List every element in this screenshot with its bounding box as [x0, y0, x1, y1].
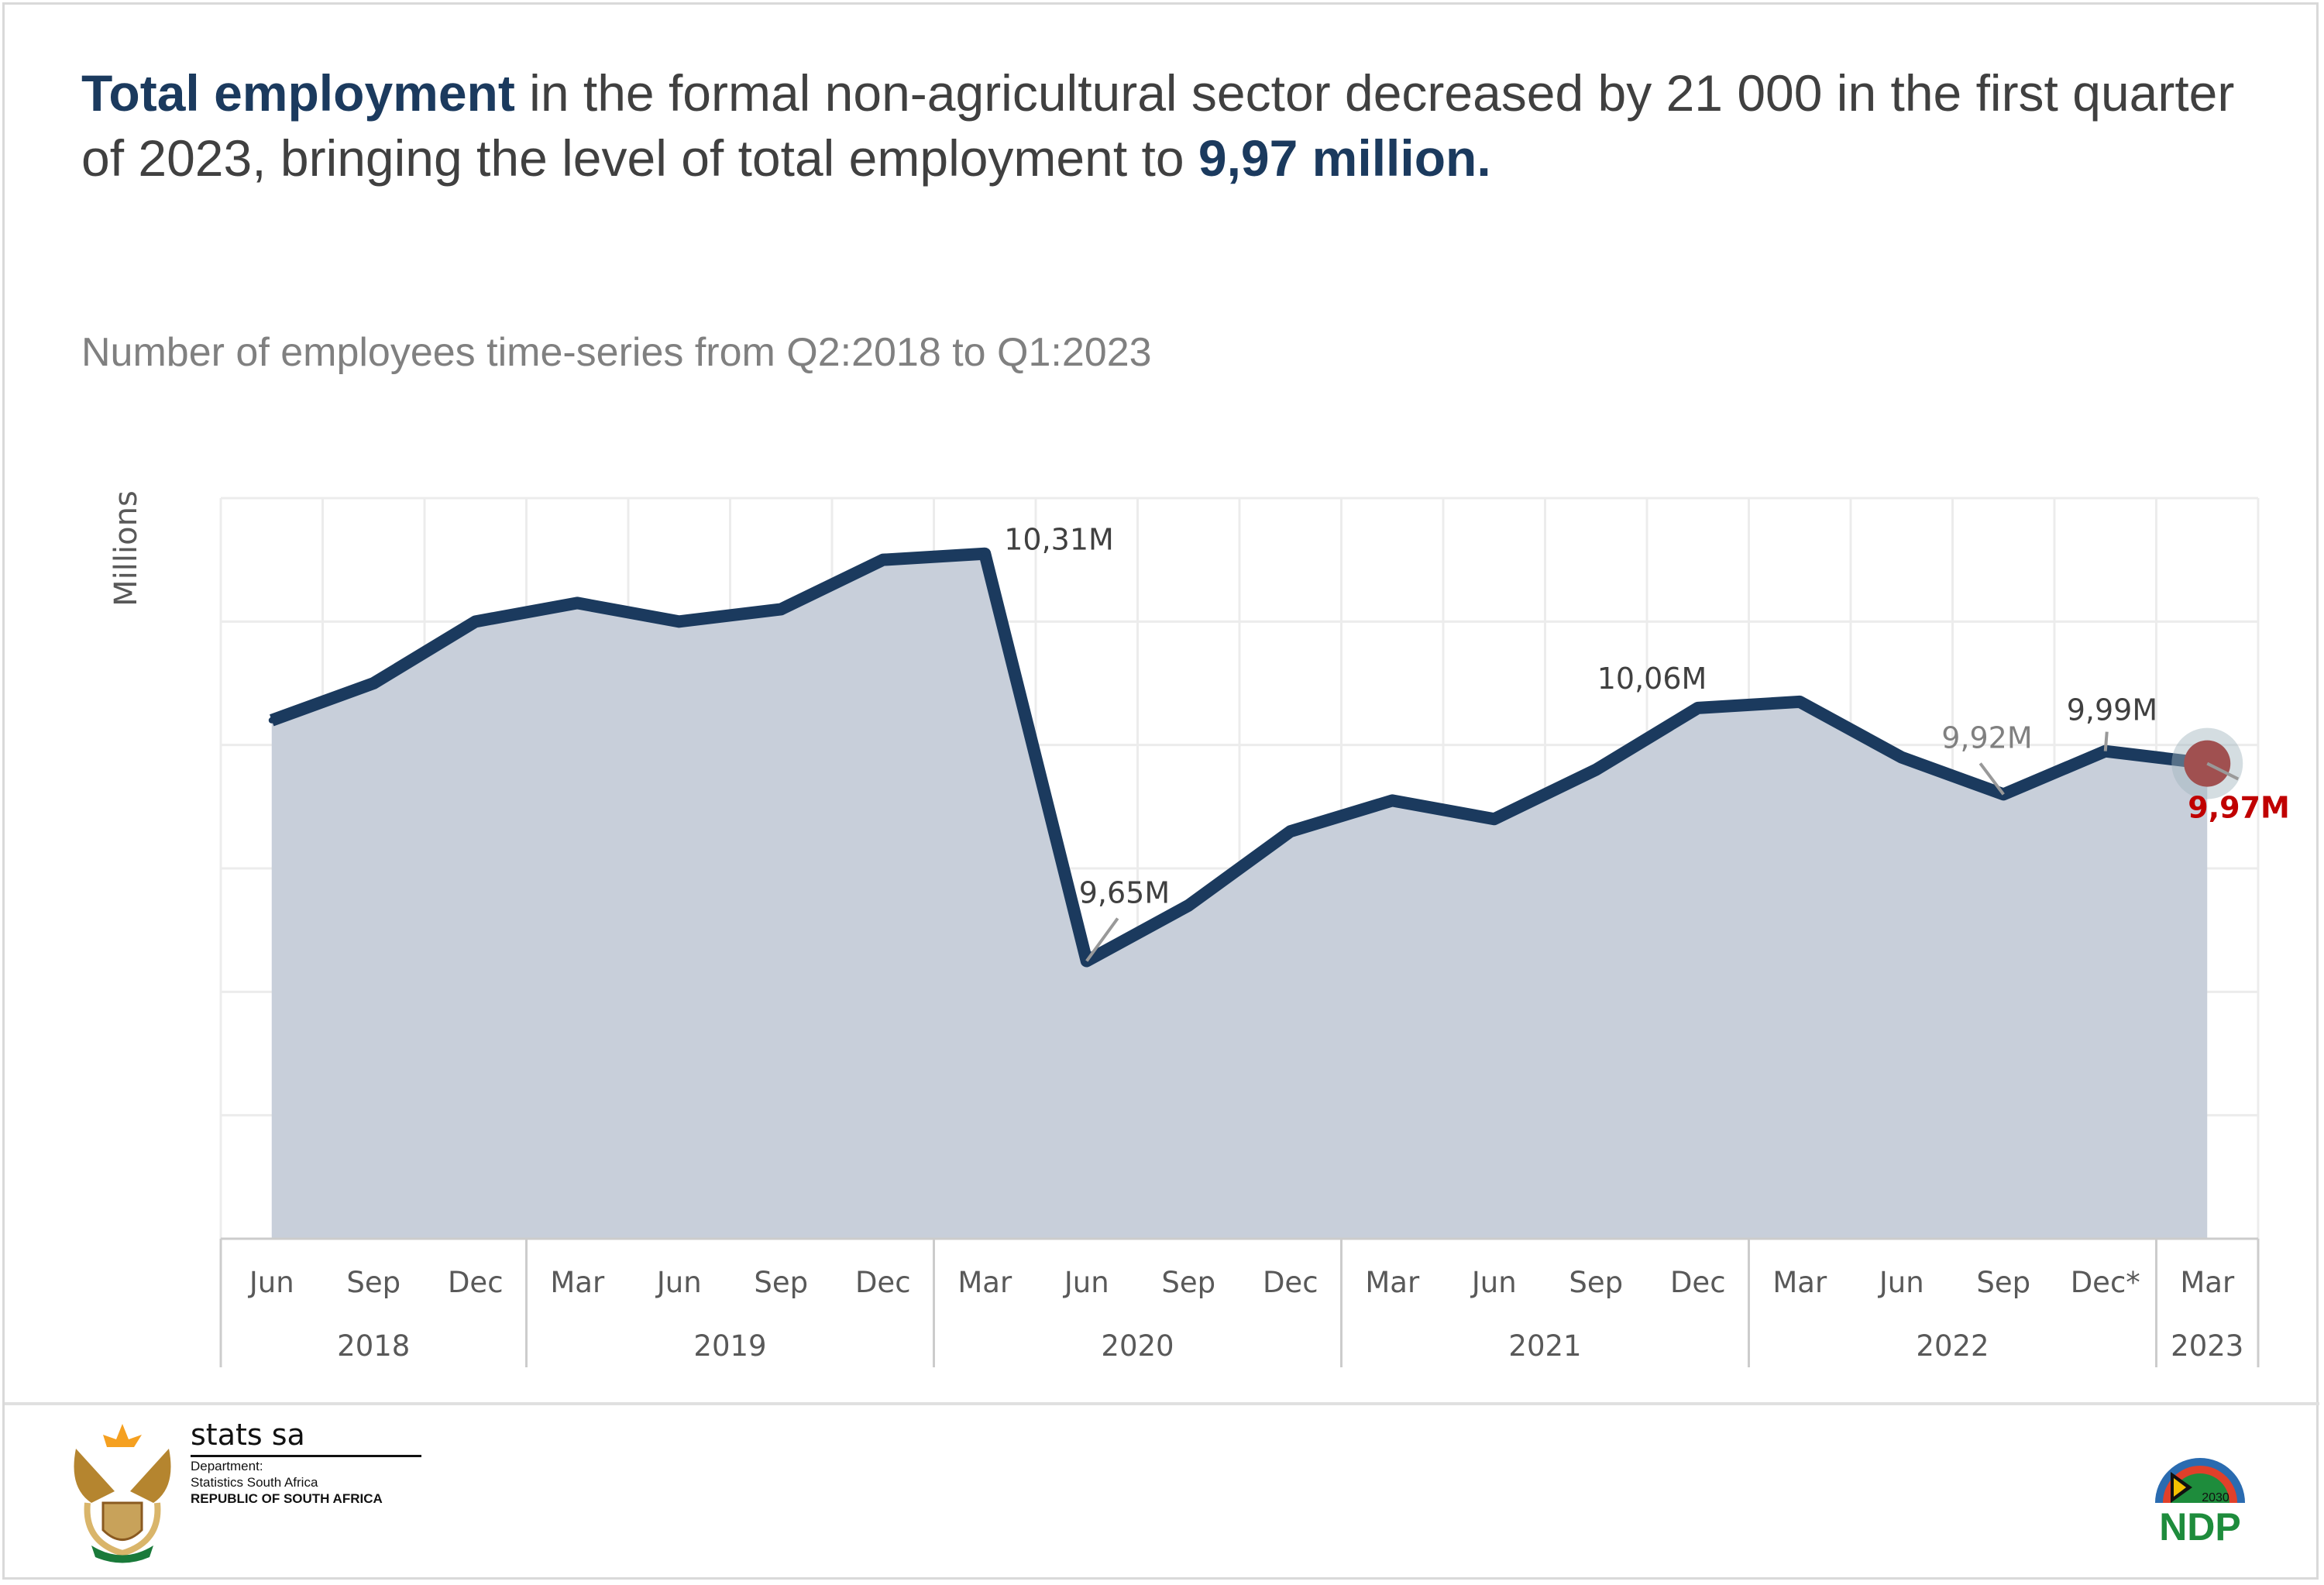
logo-text: Department: Statistics South Africa REPU…: [191, 1458, 383, 1507]
x-tick-label: Jun: [1878, 1266, 1924, 1299]
area-fill: [271, 553, 2208, 1239]
annotation-leader: [2206, 762, 2240, 781]
x-tick-label: Dec: [1263, 1266, 1318, 1299]
x-tick-label: Jun: [248, 1266, 294, 1299]
x-tick-label: Dec: [855, 1266, 911, 1299]
data-point: [879, 556, 886, 563]
x-tick-label: Sep: [1161, 1266, 1215, 1299]
headline-bold-lead: Total employment: [81, 64, 515, 122]
data-point: [1694, 704, 1701, 711]
year-label: 2022: [1916, 1329, 1989, 1363]
data-point: [1593, 766, 1600, 773]
data-point: [676, 618, 682, 625]
data-label: 9,99M: [2067, 693, 2157, 727]
data-point: [1898, 754, 1905, 761]
x-tick-label: Sep: [346, 1266, 401, 1299]
data-point: [268, 717, 275, 724]
annotation-leader: [1085, 917, 1119, 962]
data-point: [574, 600, 581, 607]
x-tick-label: Dec: [1670, 1266, 1726, 1299]
chart-title: Number of employees time-series from Q2:…: [81, 330, 1152, 375]
logo-brand: stats sa: [191, 1418, 305, 1452]
data-point: [472, 618, 479, 625]
data-label: 10,31M: [1004, 523, 1114, 557]
year-label: 2018: [337, 1329, 410, 1363]
data-point: [1796, 698, 1803, 705]
year-label: 2023: [2171, 1329, 2243, 1363]
ndp-year: 2030: [2202, 1491, 2229, 1504]
x-tick-label: Jun: [655, 1266, 702, 1299]
footer-divider: [5, 1402, 2319, 1405]
headline: Total employment in the formal non-agric…: [81, 60, 2289, 191]
annotation-leader: [1978, 762, 2005, 796]
data-label: 9,65M: [1079, 876, 1170, 910]
x-tick-label: Jun: [1063, 1266, 1109, 1299]
x-tick-label: Mar: [1365, 1266, 1420, 1299]
y-axis-label: Millions: [108, 490, 144, 607]
data-label: 9,97M: [2188, 791, 2290, 825]
ndp-logo: 2030 NDP: [2146, 1449, 2254, 1549]
year-label: 2020: [1101, 1329, 1174, 1363]
logo-line-1: Department:: [191, 1459, 263, 1473]
data-point: [778, 606, 785, 613]
data-point: [1389, 797, 1396, 804]
x-tick-label: Sep: [1569, 1266, 1623, 1299]
ndp-text: NDP: [2159, 1505, 2241, 1549]
headline-bold-tail: 9,97 million.: [1198, 129, 1491, 187]
series-line: [270, 547, 2209, 968]
logo-line-3: REPUBLIC OF SOUTH AFRICA: [191, 1491, 383, 1506]
x-tick-label: Dec: [448, 1266, 504, 1299]
year-label: 2019: [693, 1329, 766, 1363]
data-point: [370, 680, 377, 686]
x-tick-label: Mar: [550, 1266, 605, 1299]
data-point: [1185, 902, 1192, 909]
x-tick-label: Mar: [957, 1266, 1012, 1299]
x-tick-label: Sep: [1976, 1266, 2030, 1299]
year-label: 2021: [1508, 1329, 1581, 1363]
stats-sa-logo: stats sa Department: Statistics South Af…: [60, 1418, 440, 1565]
x-tick-label: Sep: [754, 1266, 808, 1299]
headline-text: in the formal non-agricultural sector de…: [81, 64, 2235, 187]
logo-rule: [191, 1455, 421, 1457]
x-tick-label: Mar: [1772, 1266, 1827, 1299]
data-point: [1287, 828, 1294, 835]
x-tick-label: Mar: [2180, 1266, 2235, 1299]
coat-of-arms-icon: [74, 1424, 171, 1563]
data-point: [1490, 816, 1497, 823]
data-label: 9,92M: [1941, 720, 2032, 755]
annotation-leader: [2103, 731, 2109, 751]
data-point: [982, 550, 988, 557]
data-label: 10,06M: [1597, 662, 1707, 696]
x-tick-label: Dec*: [2071, 1266, 2140, 1299]
logo-line-2: Statistics South Africa: [191, 1475, 318, 1490]
x-tick-label: Jun: [1470, 1266, 1517, 1299]
